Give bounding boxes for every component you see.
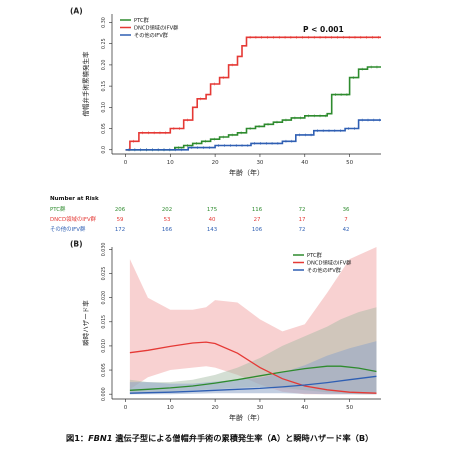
- confidence-band-dncd: [129, 247, 377, 395]
- confidence-band-other: [129, 341, 377, 395]
- risk-value: 17: [299, 217, 306, 223]
- risk-value: 72: [299, 207, 306, 213]
- x-tick-label: 20: [212, 160, 219, 166]
- y-tick-label: 0.15: [101, 81, 107, 92]
- x-axis-label: 年齢（年）: [229, 168, 264, 177]
- risk-table: Number at Risk PTC群 206 202 175 116 72 36 DNCD領域…: [50, 196, 350, 233]
- risk-value: 36: [343, 207, 350, 213]
- series-line-dncd: [125, 36, 381, 151]
- y-tick-label: 0.20: [101, 60, 107, 71]
- y-tick-label: 0.000: [101, 387, 107, 401]
- risk-row-label: その他のIFV群: [50, 225, 86, 233]
- y-tick-label: 0.10: [101, 102, 107, 113]
- panel-label: (B): [70, 240, 83, 249]
- y-tick-label: 0.0: [101, 146, 107, 154]
- y-axis-label: 僧帽弁手術累積発生率: [81, 51, 90, 117]
- risk-value: 143: [207, 227, 217, 233]
- panel-a: (A) 0 10 20 30 40 50 0.0 0.05 0.10 0.15 0.20 0.25 0.3…: [70, 7, 381, 177]
- y-tick-label: 0.30: [101, 17, 107, 28]
- series-line-other: [125, 119, 381, 151]
- risk-value: 72: [299, 227, 306, 233]
- y-axis-label: 瞬時ハザード率: [81, 300, 90, 346]
- x-tick-label: 0: [124, 405, 128, 411]
- risk-table-title: Number at Risk: [50, 196, 99, 202]
- y-tick-label: 0.05: [101, 123, 107, 134]
- x-tick-label: 40: [301, 160, 308, 166]
- y-tick-label: 0.005: [101, 363, 107, 377]
- x-tick-label: 10: [167, 405, 174, 411]
- x-axis-label: 年齢（年）: [229, 413, 264, 422]
- legend-label: DNCD領域のIFV群: [134, 24, 178, 32]
- series-line-other: [129, 375, 377, 394]
- x-tick-label: 30: [256, 160, 263, 166]
- legend-label: その他のIFV群: [307, 266, 341, 274]
- x-tick-label: 20: [212, 405, 219, 411]
- caption-text: 遺伝子型による僧帽弁手術の累積発生率（A）と瞬時ハザード率（B）: [112, 433, 374, 443]
- risk-value: 202: [162, 207, 172, 213]
- series-line-ptc: [125, 66, 381, 151]
- x-tick-label: 40: [301, 405, 308, 411]
- legend-label: PTC群: [134, 16, 149, 24]
- y-tick-label: 0.015: [101, 315, 107, 329]
- risk-value: 42: [343, 227, 350, 233]
- risk-value: 59: [117, 217, 124, 223]
- p-value-annotation: P < 0.001: [303, 25, 344, 34]
- y-tick-label: 0.010: [101, 339, 107, 353]
- y-tick-label: 0.030: [101, 243, 107, 257]
- x-tick-label: 50: [346, 160, 353, 166]
- x-tick-label: 50: [346, 405, 353, 411]
- figure-caption: 図1：FBN1 遺伝子型による僧帽弁手術の累積発生率（A）と瞬時ハザード率（B）: [66, 432, 446, 444]
- risk-value: 53: [164, 217, 171, 223]
- risk-value: 27: [254, 217, 261, 223]
- risk-value: 166: [162, 227, 173, 233]
- y-tick-label: 0.025: [101, 267, 107, 281]
- x-tick-label: 30: [256, 405, 263, 411]
- legend-label: PTC群: [307, 251, 322, 259]
- caption-gene: FBN1: [88, 433, 113, 443]
- x-tick-label: 10: [167, 160, 174, 166]
- risk-value: 206: [115, 207, 126, 213]
- panel-label: (A): [70, 7, 83, 16]
- legend-label: DNCD領域のIFV群: [307, 259, 351, 267]
- risk-value: 40: [209, 217, 216, 223]
- risk-row-label: PTC群: [50, 205, 66, 213]
- risk-value: 106: [252, 227, 263, 233]
- risk-value: 116: [252, 207, 263, 213]
- panel-b: (B) 0 10 20 30 40 50 0.000 0.005 0.010 0.015 0.020 0…: [70, 240, 381, 422]
- series-line-dncd: [129, 341, 377, 394]
- x-tick-label: 0: [124, 160, 128, 166]
- y-tick-label: 0.25: [101, 38, 107, 49]
- caption-prefix: 図1：: [66, 433, 89, 443]
- risk-value: 172: [115, 227, 125, 233]
- y-tick-label: 0.020: [101, 291, 107, 305]
- legend-label: その他のIFV群: [134, 31, 168, 39]
- risk-row-label: DNCD領域のIFV群: [50, 215, 97, 223]
- series-line-ptc: [129, 365, 377, 391]
- risk-value: 7: [344, 217, 347, 223]
- risk-value: 175: [207, 207, 217, 213]
